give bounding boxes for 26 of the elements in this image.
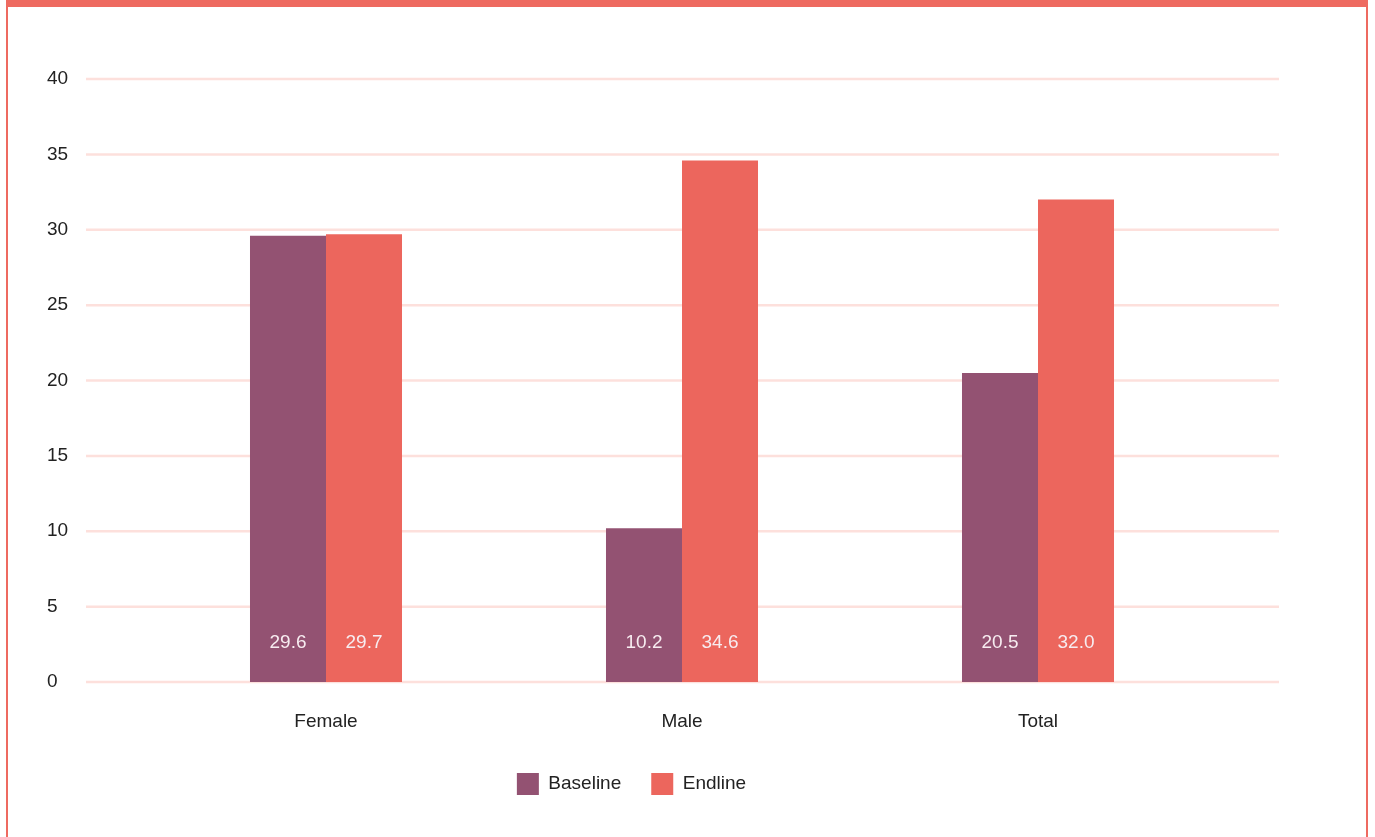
y-tick-label: 20 xyxy=(47,368,69,390)
y-tick-label: 0 xyxy=(47,670,58,692)
data-label: 32.0 xyxy=(1057,631,1095,653)
legend-label: Endline xyxy=(682,772,747,794)
data-label: 29.6 xyxy=(269,631,307,653)
y-tick-label: 10 xyxy=(47,519,69,541)
x-tick-label: Total xyxy=(1017,709,1059,731)
bar xyxy=(961,372,1038,682)
y-tick-label: 40 xyxy=(47,67,69,89)
legend-label: Baseline xyxy=(548,772,622,794)
y-tick-label: 5 xyxy=(47,594,58,616)
y-tick-label: 35 xyxy=(47,142,69,164)
y-tick-label: 30 xyxy=(47,217,69,239)
y-tick-label: 25 xyxy=(47,293,69,315)
bar xyxy=(1038,199,1115,682)
data-label: 34.6 xyxy=(701,631,739,653)
bar xyxy=(326,234,403,682)
bar xyxy=(605,528,682,682)
bar xyxy=(249,235,326,682)
y-tick-label: 15 xyxy=(47,444,69,466)
x-tick-label: Male xyxy=(661,709,703,731)
x-tick-label: Female xyxy=(294,709,358,731)
data-label: 20.5 xyxy=(981,631,1019,653)
data-label: 10.2 xyxy=(625,631,663,653)
bar xyxy=(682,160,759,682)
data-label: 29.7 xyxy=(345,631,383,653)
